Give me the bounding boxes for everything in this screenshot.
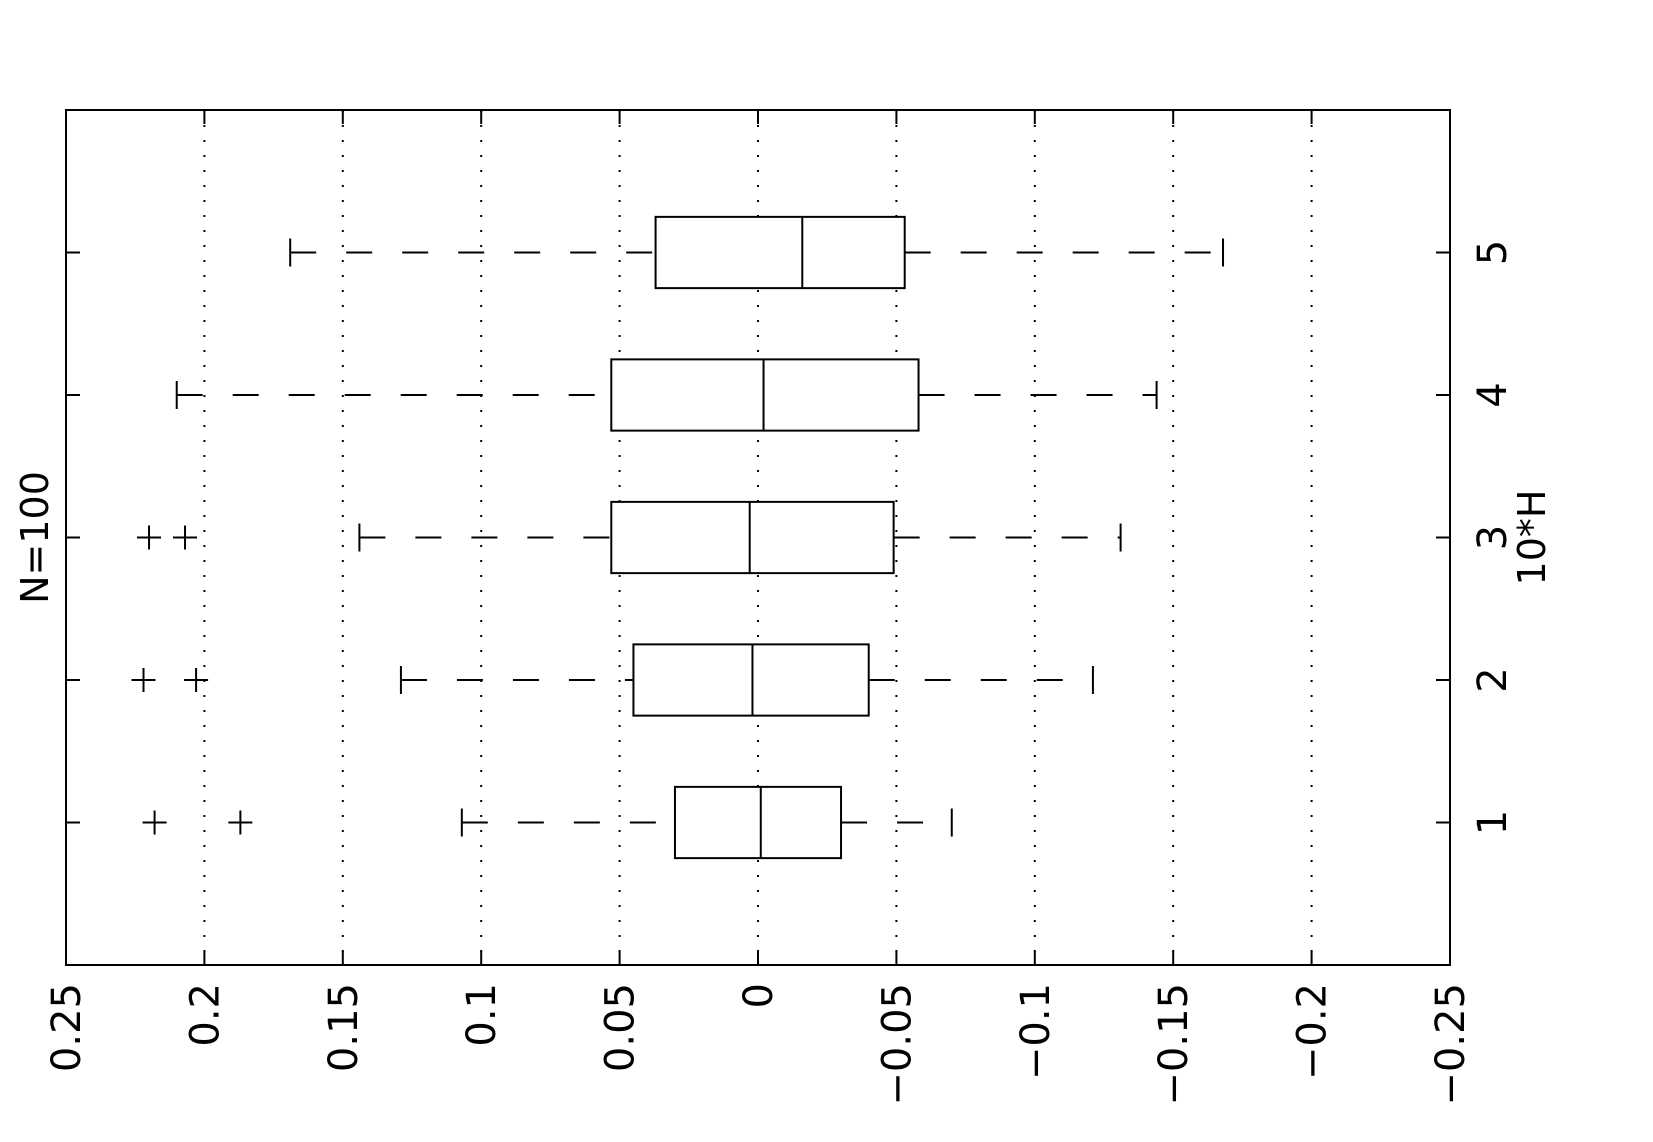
category-tick-label: 3	[1470, 525, 1516, 550]
x-axis-label: 10*H	[1510, 490, 1554, 586]
box-iqr	[632, 643, 870, 717]
value-tick-label: −0.15	[1151, 983, 1197, 1106]
value-tick-label: 0.1	[459, 983, 505, 1047]
value-tick-label: −0.25	[1428, 983, 1474, 1106]
box-5	[289, 215, 1225, 290]
value-tick-label: 0.2	[182, 983, 228, 1047]
category-tick-label: 1	[1470, 810, 1516, 835]
category-tick-label: 2	[1470, 667, 1516, 692]
value-tick-label: 0.15	[321, 983, 367, 1072]
boxes	[131, 215, 1225, 860]
box-4	[175, 358, 1158, 432]
box-1	[142, 785, 953, 860]
value-tick-label: 0.05	[598, 983, 644, 1072]
ticks: 0.25 0.2 0.15 0.1 0.05 0 −0.05 −0.1 −0.15 −0.2 −0.…	[44, 110, 1516, 1106]
box-iqr	[673, 785, 843, 860]
category-tick-label: 5	[1470, 240, 1516, 265]
category-tick-label: 4	[1470, 382, 1516, 407]
box-iqr	[610, 500, 895, 575]
box-iqr	[654, 215, 906, 290]
value-tick-label: 0	[736, 983, 782, 1008]
box-3	[137, 500, 1122, 575]
value-tick-label: −0.1	[1013, 983, 1059, 1080]
box-iqr	[610, 358, 920, 432]
value-tick-label: −0.2	[1290, 983, 1336, 1080]
box-2	[131, 643, 1094, 717]
chart-title: N=100	[13, 471, 57, 604]
value-tick-label: −0.05	[874, 983, 920, 1106]
value-tick-label: 0.25	[44, 983, 90, 1072]
